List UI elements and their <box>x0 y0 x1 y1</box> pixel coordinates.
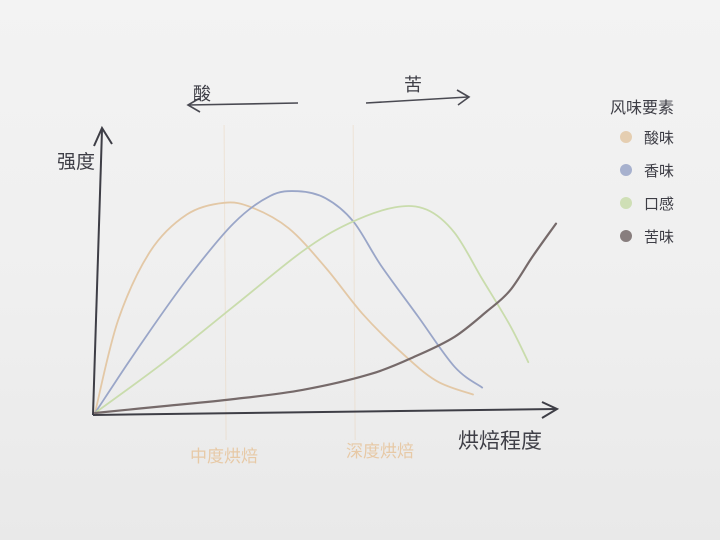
x-axis-arrowhead <box>541 401 560 419</box>
legend-title: 风味要素 <box>610 98 674 117</box>
legend-swatch <box>620 131 632 143</box>
roast-level-label: 深度烘焙 <box>346 442 414 462</box>
legend-label: 口感 <box>644 195 674 213</box>
legend-swatch <box>620 230 632 242</box>
roast-level-label: 中度烘焙 <box>190 447 258 467</box>
x-axis <box>92 408 557 416</box>
series-line-酸味 <box>94 201 474 414</box>
legend-swatch <box>620 197 632 209</box>
bitter-arrow <box>365 89 471 106</box>
x-axis-label: 烘焙程度 <box>458 429 542 453</box>
series-line-香味 <box>94 190 484 414</box>
roast-guide-line <box>223 124 227 441</box>
legend-label: 苦味 <box>644 228 674 246</box>
roast-guide-line <box>352 124 356 441</box>
sour-arrow-label: 酸 <box>193 84 211 105</box>
series-layer <box>93 190 558 415</box>
axes <box>92 125 560 419</box>
bitter-arrow-label: 苦 <box>404 75 422 96</box>
legend-label: 香味 <box>644 162 674 180</box>
series-line-口感 <box>94 205 530 414</box>
y-axis <box>92 129 103 416</box>
series-line-苦味 <box>93 222 558 415</box>
y-axis-label: 强度 <box>57 151 95 173</box>
y-axis-arrowhead <box>93 125 113 147</box>
sour-arrow <box>186 97 299 113</box>
legend-label: 酸味 <box>644 129 674 147</box>
legend-swatch <box>620 164 632 176</box>
